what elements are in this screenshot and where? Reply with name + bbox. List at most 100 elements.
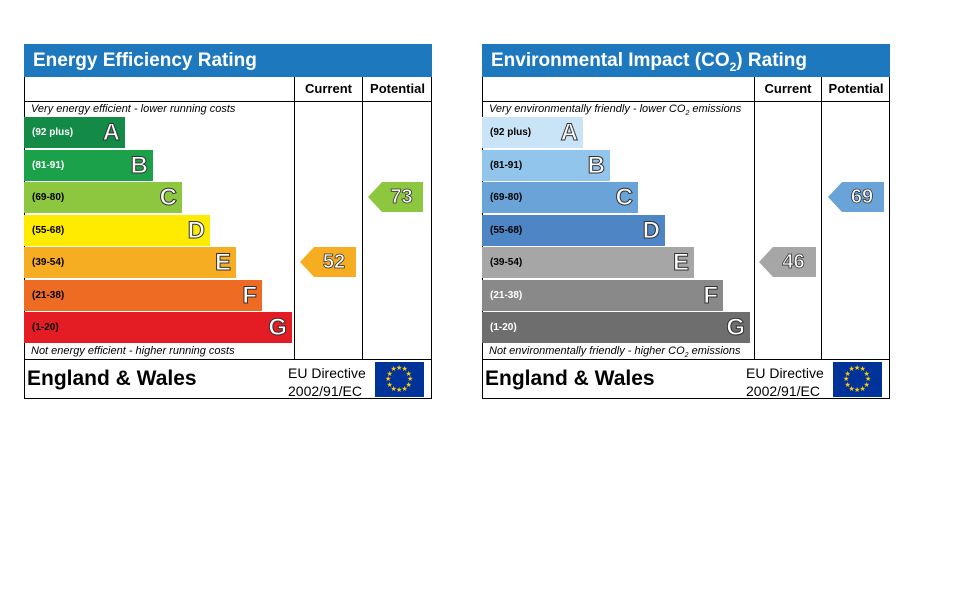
environmental-impact-panel: Environmental Impact (CO2) Rating Curren… [482,44,890,399]
band-range-label: (69-80) [490,192,523,203]
band-letter: F [242,281,258,309]
band-letter: C [615,184,633,212]
band-letter: B [130,151,148,179]
eu-flag-icon: ★ ★ ★ ★ ★ ★ ★ ★ ★ ★ ★ ★ [833,362,882,397]
eu-star-icon: ★ [844,370,851,378]
eu-star-icon: ★ [843,376,850,383]
band-d: (55-68) D [24,214,210,246]
band-c: (69-80) C [24,182,182,213]
band-letter: A [560,119,578,147]
band-e: (39-54) E [482,247,694,278]
band-range-label: (92 plus) [32,127,74,138]
divider [754,77,755,359]
divider [362,77,363,359]
current-rating-value: 52 [322,251,346,274]
band-range-label: (69-80) [32,192,65,203]
arrow-shape [828,182,884,212]
column-header-current: Current [764,81,812,96]
eu-star-icon: ★ [390,366,397,374]
divider [821,77,822,359]
eu-star-icon: ★ [396,387,403,394]
divider [24,101,432,102]
band-b: (81-91) B [24,149,153,181]
eu-star-icon: ★ [401,385,408,393]
band-range-label: (81-91) [490,159,523,171]
potential-rating-value: 73 [390,186,413,209]
band-e: (39-54) E [24,247,236,278]
bottom-note: Not energy efficient - higher running co… [31,345,235,357]
divider [482,359,890,360]
band-range-label: (1-20) [490,322,517,333]
band-letter: G [268,314,288,342]
band-g: (1-20) G [24,312,292,343]
directive-line: 2002/91/EC [746,383,820,399]
directive-line: EU Directive [288,365,366,381]
bottom-note: Not environmentally friendly - higher CO… [489,345,741,360]
band-range-label: (39-54) [32,257,65,268]
chart-title: Energy Efficiency Rating [24,44,432,77]
eu-star-icon: ★ [859,385,866,393]
eu-star-icon: ★ [390,385,397,393]
region-label: England & Wales [27,367,197,390]
arrow-shape [759,247,816,277]
eu-star-icon: ★ [859,366,866,374]
band-range-label: (39-54) [490,257,523,268]
eu-star-icon: ★ [401,366,408,374]
band-range-label: (21-38) [490,289,523,301]
directive-line: EU Directive [746,365,824,381]
eu-star-icon: ★ [863,381,870,389]
eu-directive-label: EU Directive 2002/91/EC [288,364,366,400]
chart-title: Environmental Impact (CO2) Rating [482,44,890,77]
band-letter: F [703,281,719,309]
band-f: (21-38) F [24,279,262,311]
eu-star-icon: ★ [854,387,861,394]
arrow-shape [368,182,423,212]
potential-rating-arrow: 73 [368,182,423,212]
eu-star-icon: ★ [386,370,393,378]
band-range-label: (55-68) [490,224,523,236]
band-d: (55-68) D [482,214,665,246]
top-note: Very environmentally friendly - lower CO… [489,103,742,118]
column-header-potential: Potential [828,81,884,96]
current-rating-arrow: 52 [300,247,356,277]
potential-rating-value: 69 [850,186,874,209]
band-a: (92 plus) A [482,117,583,148]
band-letter: D [642,216,660,244]
band-letter: D [187,216,205,244]
eu-star-icon: ★ [863,370,870,378]
divider [482,101,890,102]
eu-star-icon: ★ [848,385,855,393]
region-label: England & Wales [485,367,655,390]
current-rating-value: 46 [782,251,805,274]
band-letter: A [102,119,120,147]
band-range-label: (1-20) [32,322,59,333]
directive-line: 2002/91/EC [288,383,362,399]
band-letter: G [726,314,746,342]
band-g: (1-20) G [482,312,750,343]
band-range-label: (92 plus) [490,127,532,138]
potential-rating-arrow: 69 [828,182,884,212]
band-f: (21-38) F [482,279,723,311]
top-note: Very energy efficient - lower running co… [31,103,236,115]
band-letter: E [672,249,689,277]
current-rating-arrow: 46 [759,247,816,277]
divider [294,77,295,359]
band-range-label: (81-91) [32,159,65,171]
band-range-label: (21-38) [32,289,65,301]
band-c: (69-80) C [482,182,638,213]
eu-flag-icon: ★ ★ ★ ★ ★ ★ ★ ★ ★ ★ ★ ★ [375,362,424,397]
eu-star-icon: ★ [848,366,855,374]
energy-efficiency-panel: Energy Efficiency Rating Current Potenti… [24,44,432,399]
divider [24,359,432,360]
eu-star-icon: ★ [386,381,393,389]
eu-star-icon: ★ [407,376,414,383]
eu-star-icon: ★ [405,381,412,389]
band-b: (81-91) B [482,149,610,181]
eu-star-icon: ★ [844,381,851,389]
band-letter: C [159,184,177,212]
eu-star-icon: ★ [405,370,412,378]
band-a: (92 plus) A [24,117,125,148]
arrow-shape [300,247,356,277]
band-range-label: (55-68) [32,224,65,236]
band-letter: B [587,151,605,179]
